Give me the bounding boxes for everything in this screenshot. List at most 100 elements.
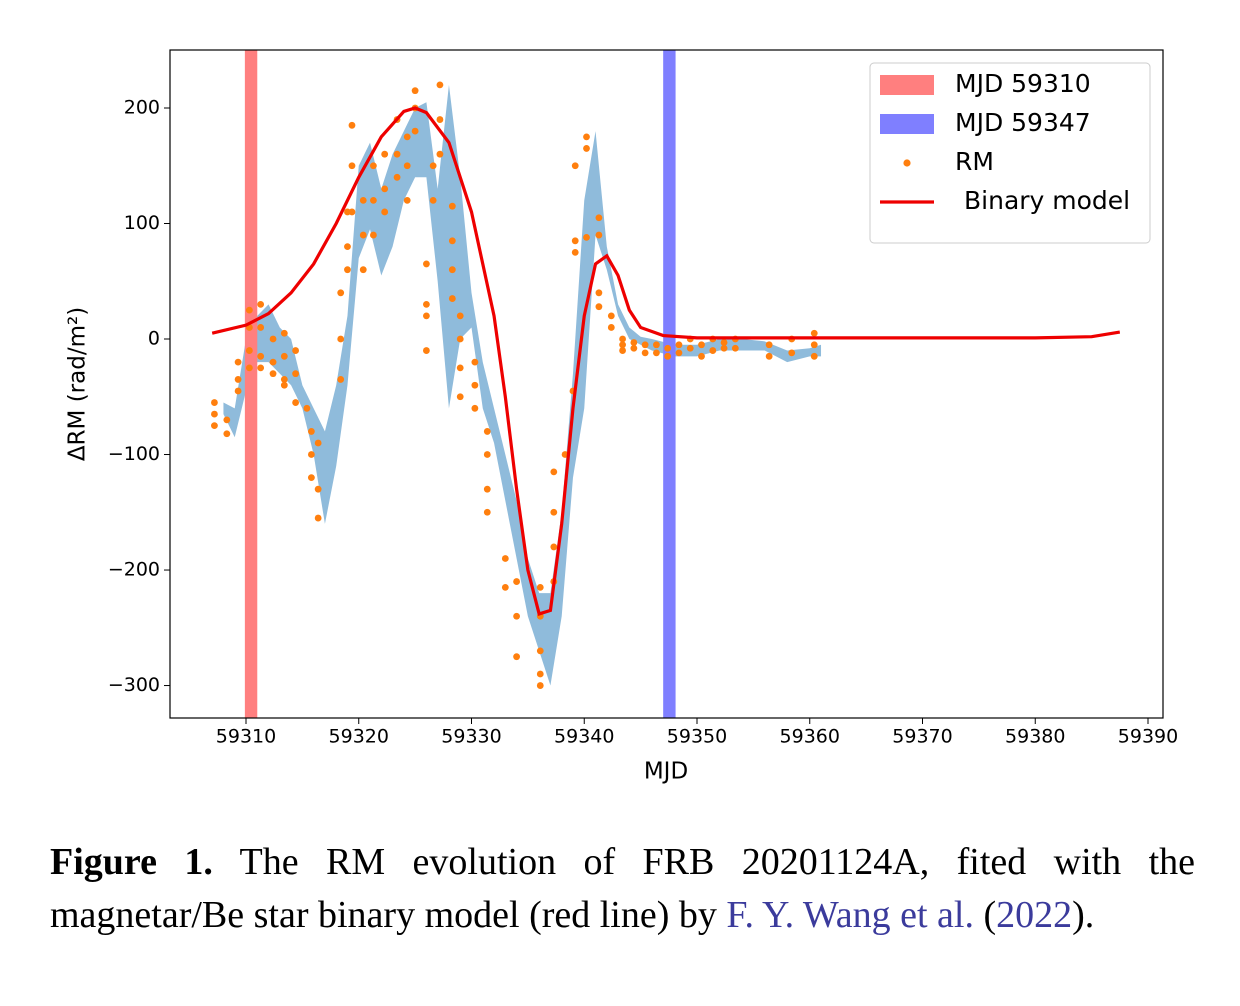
- rm-point: [448, 266, 456, 274]
- rm-point: [583, 145, 590, 152]
- legend-swatch: [880, 75, 934, 95]
- rm-point: [307, 451, 315, 458]
- legend-label: MJD 59347: [955, 108, 1091, 137]
- rm-point: [344, 266, 351, 274]
- rm-point: [381, 185, 389, 193]
- rm-point: [720, 339, 728, 346]
- rm-point: [359, 266, 367, 274]
- rm-point: [550, 508, 558, 516]
- rm-point: [810, 329, 818, 337]
- rm-point: [513, 612, 520, 620]
- rm-point: [223, 430, 231, 438]
- legend-swatch: [880, 114, 934, 134]
- legend-marker: [903, 159, 911, 167]
- rm-point: [675, 341, 683, 349]
- rm-point: [234, 376, 242, 383]
- rm-point: [788, 349, 796, 357]
- rm-point: [571, 162, 579, 170]
- rm-point: [211, 399, 218, 406]
- rm-point: [471, 404, 479, 412]
- rm-point: [653, 349, 660, 357]
- rm-point: [223, 416, 231, 424]
- rm-point: [731, 344, 739, 352]
- rm-point: [448, 295, 456, 302]
- rm-point: [810, 341, 818, 349]
- rm-point: [411, 87, 419, 95]
- rm-point: [429, 162, 437, 170]
- rm-point: [513, 578, 520, 585]
- x-tick-label: 59340: [554, 726, 614, 748]
- rm-point: [348, 208, 356, 216]
- y-tick-label: −200: [108, 559, 160, 581]
- x-tick-label: 59380: [1005, 726, 1065, 748]
- rm-point: [348, 121, 356, 129]
- rm-point: [370, 196, 377, 204]
- rm-point: [641, 341, 649, 349]
- rm-point: [709, 347, 717, 354]
- rm-point: [483, 428, 491, 435]
- rm-point: [337, 335, 345, 343]
- caption-text: The RM evolution of FRB 20201124A, fited…: [50, 841, 1195, 936]
- rm-point: [307, 428, 315, 435]
- rm-point: [307, 474, 315, 482]
- x-axis-label: MJD: [644, 759, 688, 785]
- rm-point: [370, 231, 377, 239]
- y-tick-label: 100: [124, 212, 160, 234]
- rm-point: [314, 514, 322, 522]
- rm-point: [348, 162, 356, 170]
- rm-point: [536, 682, 544, 689]
- rm-point: [269, 358, 277, 366]
- rm-point: [653, 341, 660, 349]
- caption-open: (: [983, 894, 997, 936]
- rm-point: [269, 335, 277, 343]
- rm-point: [337, 376, 345, 383]
- rm-point: [456, 393, 464, 401]
- rm-point: [720, 344, 728, 352]
- rm-point: [686, 344, 694, 352]
- rm-point: [292, 399, 300, 406]
- rm-point: [536, 670, 544, 678]
- rm-point: [607, 324, 615, 331]
- rm-point: [664, 344, 672, 352]
- rm-point: [619, 335, 626, 343]
- rm-point: [619, 341, 626, 349]
- rm-point: [448, 237, 456, 245]
- rm-point: [303, 404, 311, 412]
- rm-point: [422, 347, 430, 354]
- rm-point: [471, 358, 479, 366]
- rm-point: [370, 162, 377, 170]
- rm-point: [765, 352, 773, 360]
- rm-point: [550, 468, 558, 476]
- legend-label: MJD 59310: [955, 69, 1091, 98]
- chart: MJD ΔRM (rad/m²) 59310 59320 59330 59340 593…: [65, 49, 1178, 785]
- rm-point: [698, 352, 705, 360]
- rm-point: [619, 347, 626, 354]
- rm-point: [393, 150, 401, 158]
- rm-point: [257, 364, 265, 372]
- y-axis-label: ΔRM (rad/m²): [65, 307, 91, 461]
- rm-point: [571, 248, 579, 256]
- rm-point: [280, 376, 288, 383]
- rm-point: [583, 233, 590, 241]
- rm-point: [269, 370, 277, 378]
- rm-point: [257, 300, 265, 308]
- vertical-span: [663, 50, 676, 718]
- rm-point: [344, 243, 351, 250]
- rm-point: [245, 306, 253, 314]
- rm-point: [641, 349, 649, 357]
- rm-point: [483, 451, 491, 458]
- rm-point: [314, 439, 322, 447]
- legend-frame: [869, 62, 1151, 244]
- rm-point: [245, 347, 253, 354]
- citation-author[interactable]: F. Y. Wang et al.: [726, 894, 974, 936]
- rm-point: [393, 173, 401, 181]
- rm-point: [234, 387, 242, 395]
- rm-point: [456, 364, 464, 372]
- rm-point: [765, 341, 773, 349]
- x-tick-label: 59310: [216, 726, 276, 748]
- legend-label: RM: [955, 147, 994, 176]
- legend-label: Binary model: [964, 186, 1130, 215]
- citation-year[interactable]: 2022: [996, 894, 1073, 936]
- rm-point: [280, 352, 288, 360]
- rm-point: [280, 329, 288, 337]
